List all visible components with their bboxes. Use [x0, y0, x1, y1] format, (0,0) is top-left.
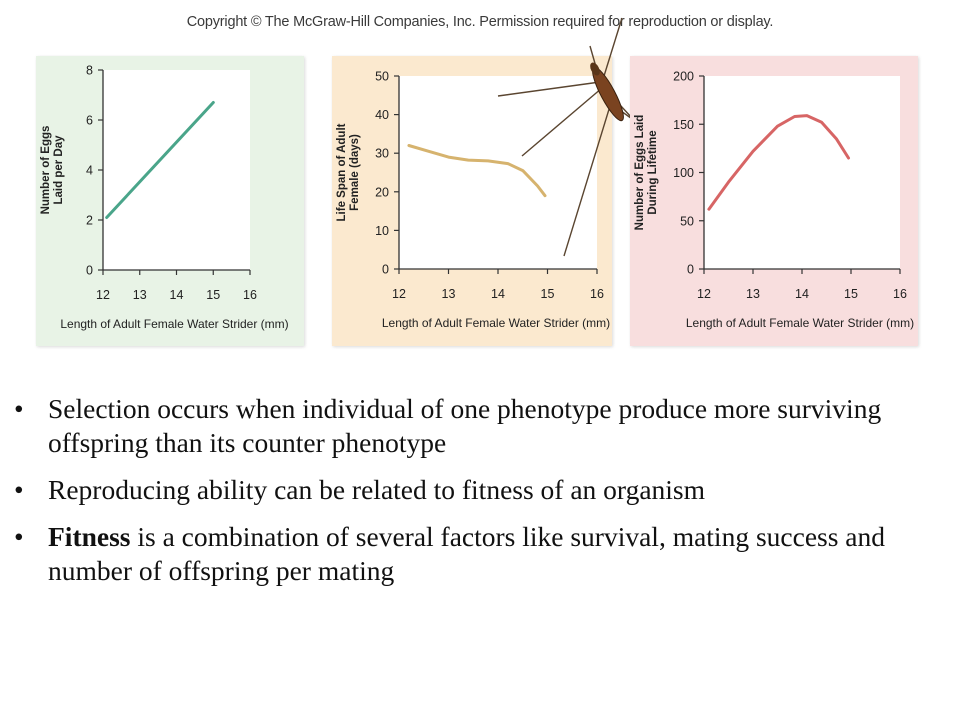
- bullet-dot: •: [14, 521, 24, 552]
- bullet-dot: •: [14, 474, 24, 505]
- x-tick-label: 13: [746, 287, 760, 301]
- y-tick-label: 6: [86, 114, 93, 128]
- copyright-notice: Copyright © The McGraw-Hill Companies, I…: [186, 14, 774, 30]
- y-tick-label: 50: [375, 70, 389, 84]
- y-tick-label: 8: [86, 64, 93, 78]
- y-axis-label: Female (days): [349, 134, 361, 211]
- data-line: [407, 144, 547, 198]
- y-axis-label: Number of Eggs Laid: [634, 115, 646, 231]
- y-tick-label: 4: [86, 164, 93, 178]
- plot-area: [103, 70, 250, 270]
- y-tick-label: 100: [673, 166, 694, 180]
- y-tick-label: 2: [86, 214, 93, 228]
- x-tick-label: 15: [844, 287, 858, 301]
- bullet-dot: •: [14, 393, 24, 424]
- y-tick-label: 0: [382, 263, 389, 277]
- y-tick-label: 40: [375, 108, 389, 122]
- bullet-text: Reproducing ability can be related to fi…: [48, 474, 706, 505]
- bullet-item: • Selection occurs when individual of one…: [14, 392, 944, 460]
- y-tick-label: 50: [680, 214, 694, 228]
- y-tick-label: 20: [375, 185, 389, 199]
- y-axis-label: Laid per Day: [53, 135, 65, 205]
- bullet-text: is a combination of several factors like…: [48, 521, 886, 586]
- bullet-bold: Fitness: [48, 521, 131, 552]
- x-tick-label: 12: [392, 287, 406, 301]
- plot-area: [399, 76, 597, 269]
- x-tick-label: 16: [590, 287, 604, 301]
- life-span-chart-svg: 0 10 20 30 40 50 12 13 14 15 16 Length of Adult Fem…: [332, 56, 612, 346]
- y-tick-label: 0: [687, 263, 694, 277]
- bullet-item: • Fitness is a combination of several fac…: [14, 520, 944, 588]
- x-tick-label: 15: [541, 287, 555, 301]
- x-tick-label: 12: [96, 288, 110, 302]
- y-axis-label: Life Span of Adult: [336, 123, 348, 221]
- bullet-item: • Reproducing ability can be related to f…: [14, 473, 944, 507]
- y-tick-label: 200: [673, 70, 694, 84]
- data-line: [707, 114, 850, 211]
- x-tick-label: 14: [491, 287, 505, 301]
- x-axis-label: Length of Adult Female Water Strider (mm…: [686, 316, 914, 330]
- x-tick-label: 13: [442, 287, 456, 301]
- eggs-per-day-chart-svg: 0 2 4 6 8 12 13 14 15 16 Length of Adult Female Wa…: [36, 56, 304, 346]
- y-tick-label: 0: [86, 264, 93, 278]
- x-tick-label: 15: [206, 288, 220, 302]
- x-tick-label: 12: [697, 287, 711, 301]
- strider-head: [590, 62, 600, 76]
- bullet-list: • Selection occurs when individual of one…: [14, 392, 944, 601]
- plot-area: [704, 76, 900, 269]
- x-tick-label: 16: [243, 288, 257, 302]
- y-axis-label: During Lifetime: [647, 130, 659, 214]
- x-tick-label: 13: [133, 288, 147, 302]
- lifetime-eggs-chart: 0 50 100 150 200 12 13 14 15 16 Length of Adult Fe…: [630, 56, 918, 346]
- x-tick-label: 14: [795, 287, 809, 301]
- strider-leg: [603, 17, 623, 77]
- y-tick-label: 150: [673, 118, 694, 132]
- x-tick-label: 14: [170, 288, 184, 302]
- y-axis-label: Number of Eggs: [40, 126, 52, 215]
- x-tick-label: 16: [893, 287, 907, 301]
- strider-leg: [497, 81, 601, 97]
- eggs-per-day-chart: 0 2 4 6 8 12 13 14 15 16 Length of Adult Female Wa…: [36, 56, 304, 346]
- strider-leg: [563, 105, 611, 257]
- life-span-chart: 0 10 20 30 40 50 12 13 14 15 16 Length of Adult Fem…: [332, 17, 671, 346]
- y-tick-label: 10: [375, 224, 389, 238]
- y-tick-label: 30: [375, 147, 389, 161]
- data-line: [105, 101, 215, 219]
- water-strider-illustration: [497, 17, 671, 257]
- strider-leg: [521, 87, 603, 157]
- x-axis-label: Length of Adult Female Water Strider (mm…: [382, 316, 610, 330]
- x-axis-label: Length of Adult Female Water Strider (mm…: [60, 317, 288, 331]
- bullet-text: Selection occurs when individual of one …: [48, 393, 882, 458]
- lifetime-eggs-chart-svg: 0 50 100 150 200 12 13 14 15 16 Length of Adult Fe…: [630, 56, 918, 346]
